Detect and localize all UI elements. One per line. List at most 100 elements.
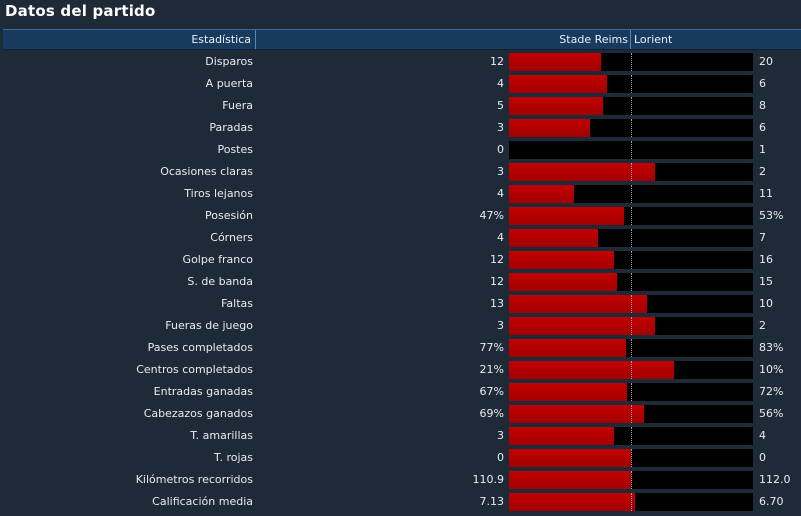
stat-row: Ocasiones claras 3 2 <box>0 161 801 183</box>
away-value: 0 <box>759 451 766 464</box>
home-value: 12 <box>490 253 504 266</box>
away-value: 6.70 <box>759 495 784 508</box>
stat-label: Fueras de juego <box>165 319 253 332</box>
stat-label: Pases completados <box>147 341 253 354</box>
away-value: 6 <box>759 121 766 134</box>
comparison-bar <box>509 229 753 247</box>
stat-label: Postes <box>217 143 253 156</box>
page-title: Datos del partido <box>5 2 156 20</box>
stat-row: T. rojas 0 0 <box>0 447 801 469</box>
midpoint-marker <box>631 361 632 379</box>
midpoint-marker <box>631 163 632 181</box>
stat-label: Córners <box>210 231 253 244</box>
home-share-fill <box>509 361 674 379</box>
stat-row: T. amarillas 3 4 <box>0 425 801 447</box>
midpoint-marker <box>631 471 632 489</box>
home-value: 13 <box>490 297 504 310</box>
away-value: 10 <box>759 297 773 310</box>
stat-label: Kilómetros recorridos <box>135 473 253 486</box>
midpoint-marker <box>631 229 632 247</box>
comparison-bar <box>509 251 753 269</box>
home-share-fill <box>509 97 603 115</box>
stat-row: Tiros lejanos 4 11 <box>0 183 801 205</box>
home-value: 4 <box>497 231 504 244</box>
home-share-fill <box>509 383 627 401</box>
comparison-bar <box>509 383 753 401</box>
stat-label: Centros completados <box>136 363 253 376</box>
comparison-bar <box>509 317 753 335</box>
comparison-bar <box>509 471 753 489</box>
stat-row: Faltas 13 10 <box>0 293 801 315</box>
stat-label: S. de banda <box>187 275 253 288</box>
comparison-bar <box>509 405 753 423</box>
home-share-fill <box>509 207 624 225</box>
stat-label: Calificación media <box>152 495 253 508</box>
home-value: 3 <box>497 165 504 178</box>
midpoint-marker <box>631 493 632 511</box>
stat-row: Paradas 3 6 <box>0 117 801 139</box>
stat-label: Paradas <box>209 121 253 134</box>
midpoint-marker <box>631 141 632 159</box>
away-value: 2 <box>759 319 766 332</box>
midpoint-marker <box>631 185 632 203</box>
comparison-bar <box>509 185 753 203</box>
midpoint-marker <box>631 251 632 269</box>
comparison-bar <box>509 163 753 181</box>
stat-row: Golpe franco 12 16 <box>0 249 801 271</box>
column-header-home-team[interactable]: Stade Reims <box>259 30 631 49</box>
stat-row: S. de banda 12 15 <box>0 271 801 293</box>
stat-label: Ocasiones claras <box>160 165 253 178</box>
home-share-fill <box>509 251 614 269</box>
comparison-bar <box>509 141 753 159</box>
away-value: 53% <box>759 209 784 222</box>
stat-label: Faltas <box>221 297 253 310</box>
away-value: 83% <box>759 341 784 354</box>
home-value: 3 <box>497 319 504 332</box>
comparison-bar <box>509 361 753 379</box>
stat-row: Disparos 12 20 <box>0 51 801 73</box>
home-value: 21% <box>479 363 504 376</box>
stat-label: Cabezazos ganados <box>143 407 253 420</box>
home-share-fill <box>509 185 574 203</box>
home-share-fill <box>509 339 626 357</box>
home-value: 12 <box>490 55 504 68</box>
stat-label: Disparos <box>205 55 253 68</box>
home-share-fill <box>509 493 635 511</box>
midpoint-marker <box>631 119 632 137</box>
stat-row: Kilómetros recorridos 110.9 112.0 <box>0 469 801 491</box>
away-value: 72% <box>759 385 784 398</box>
home-share-fill <box>509 405 644 423</box>
stat-row: Entradas ganadas 67% 72% <box>0 381 801 403</box>
stat-label: Tiros lejanos <box>184 187 253 200</box>
away-value: 112.0 <box>759 473 791 486</box>
midpoint-marker <box>631 97 632 115</box>
comparison-bar <box>509 427 753 445</box>
midpoint-marker <box>631 383 632 401</box>
home-share-fill <box>509 449 631 467</box>
stat-label: Entradas ganadas <box>153 385 253 398</box>
comparison-bar <box>509 295 753 313</box>
home-share-fill <box>509 427 614 445</box>
home-share-fill <box>509 471 631 489</box>
home-share-fill <box>509 53 601 71</box>
home-value: 4 <box>497 187 504 200</box>
stat-label: A puerta <box>205 77 253 90</box>
home-value: 77% <box>479 341 504 354</box>
home-share-fill <box>509 163 655 181</box>
home-share-fill <box>509 119 590 137</box>
midpoint-marker <box>631 207 632 225</box>
away-value: 11 <box>759 187 773 200</box>
stats-table-header: Estadística Stade Reims Lorient <box>3 29 801 50</box>
away-value: 7 <box>759 231 766 244</box>
away-value: 4 <box>759 429 766 442</box>
away-value: 6 <box>759 77 766 90</box>
away-value: 2 <box>759 165 766 178</box>
home-share-fill <box>509 317 655 335</box>
stat-row: Posesión 47% 53% <box>0 205 801 227</box>
comparison-bar <box>509 339 753 357</box>
away-value: 56% <box>759 407 784 420</box>
home-share-fill <box>509 295 647 313</box>
stat-row: Pases completados 77% 83% <box>0 337 801 359</box>
column-header-away-team[interactable]: Lorient <box>634 33 673 46</box>
column-header-statistic[interactable]: Estadística <box>3 30 256 49</box>
